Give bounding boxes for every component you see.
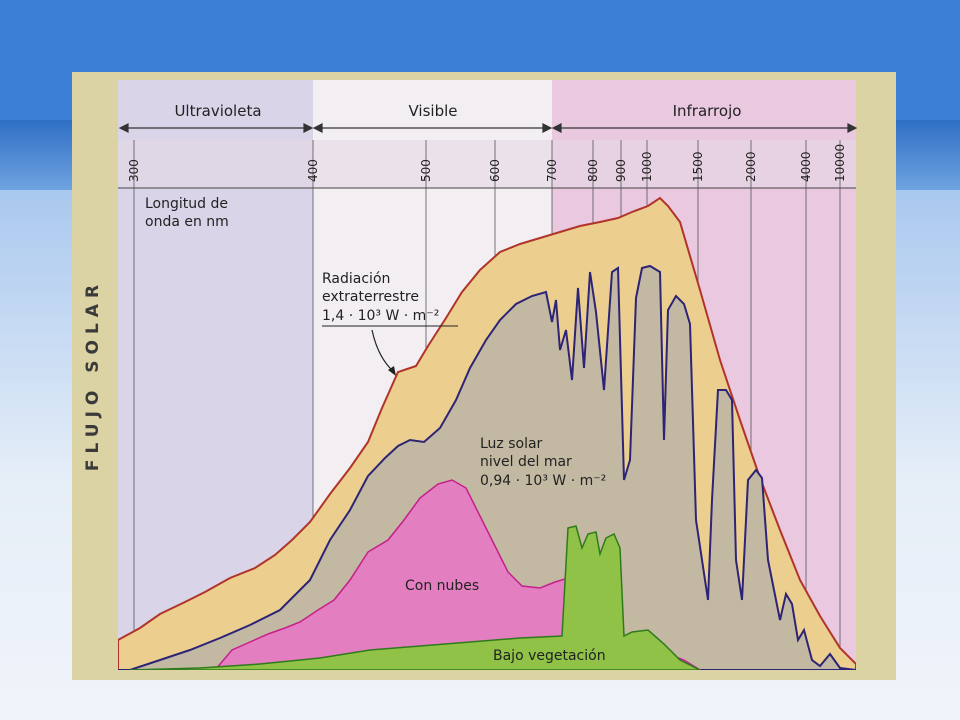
x-axis-label-line2: onda en nm [145, 214, 229, 230]
tick-label-600: 600 [488, 159, 502, 182]
region-label-ultravioleta: Ultravioleta [174, 102, 261, 120]
label-con-nubes: Con nubes [405, 578, 479, 594]
tick-label-300: 300 [127, 159, 141, 182]
tick-label-400: 400 [306, 159, 320, 182]
region-arrows [118, 123, 858, 133]
label-bajo-vegetacion: Bajo vegetación [493, 648, 606, 664]
tick-label-500: 500 [419, 159, 433, 182]
y-axis-label: FLUJO SOLAR [83, 279, 103, 471]
label-nivel-del-mar-line1: Luz solar [480, 436, 543, 452]
label-extraterrestre-line1: Radiación [322, 271, 390, 287]
region-label-visible: Visible [409, 102, 458, 120]
tick-label-1500: 1500 [691, 151, 705, 182]
label-nivel-del-mar-value: 0,94 · 10³ W · m⁻² [480, 473, 606, 489]
series-nivel-del-mar-area [118, 264, 856, 670]
tick-label-4000: 4000 [799, 151, 813, 182]
tick-label-1000: 1000 [640, 151, 654, 182]
tick-label-900: 900 [614, 159, 628, 182]
tick-label-800: 800 [586, 159, 600, 182]
tick-label-2000: 2000 [744, 151, 758, 182]
label-extraterrestre-line2: extraterrestre [322, 289, 419, 305]
solar-spectrum-figure: Ultravioleta Visible Infrarrojo 300 400 50… [72, 72, 896, 680]
tick-label-10000: 10000 [833, 144, 847, 182]
series-bajo-vegetacion-area [129, 525, 701, 670]
label-nivel-del-mar-line2: nivel del mar [480, 454, 572, 470]
annotation-arrowhead [388, 366, 396, 376]
label-extraterrestre-value: 1,4 · 10³ W · m⁻² [322, 308, 439, 324]
tick-label-700: 700 [545, 159, 559, 182]
region-label-infrarrojo: Infrarrojo [673, 102, 742, 120]
x-axis-label-line1: Longitud de [145, 196, 228, 212]
tick-strip [118, 140, 856, 188]
